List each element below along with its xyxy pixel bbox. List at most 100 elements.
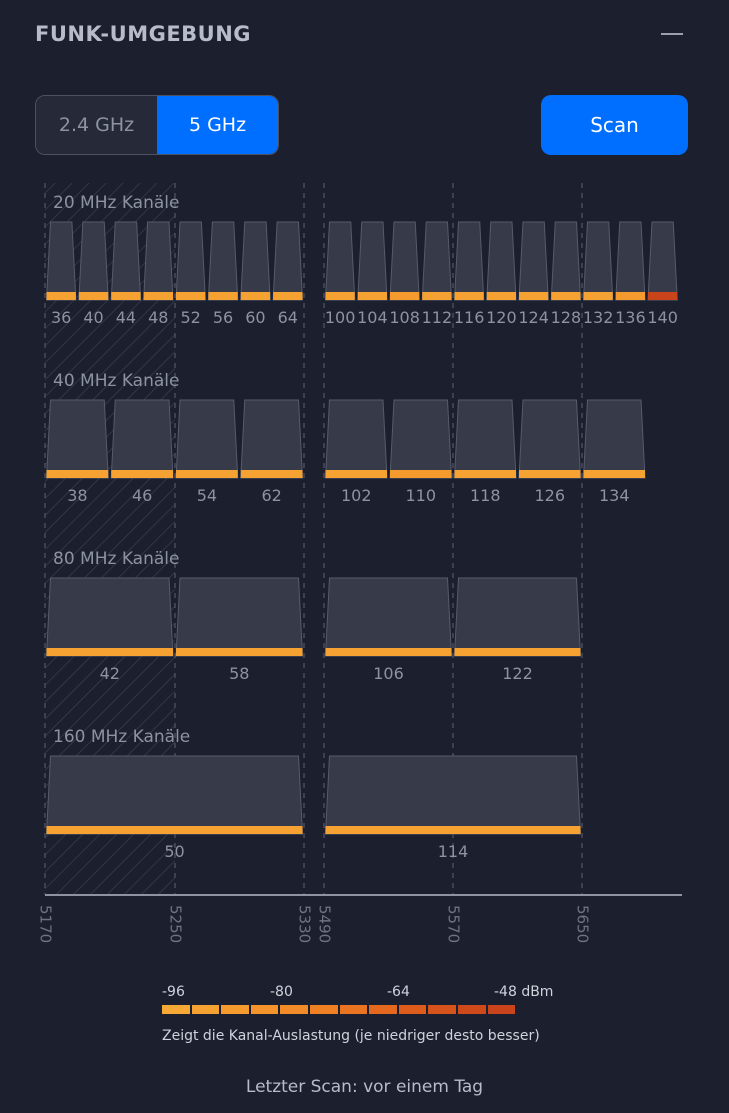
channel-bar — [78, 221, 109, 301]
channel-bar — [110, 221, 142, 301]
channel-bar — [421, 221, 453, 301]
channel-bar — [453, 399, 517, 479]
channel-utilization — [325, 292, 355, 300]
channel-utilization — [176, 470, 238, 478]
legend-label: -64 — [387, 984, 410, 1000]
channel-utilization — [273, 292, 303, 300]
freq-tick-label: 5490 — [316, 905, 334, 943]
band-5g-button[interactable]: 5 GHz — [157, 96, 278, 154]
channel-bar — [357, 221, 388, 301]
channel-number: 60 — [245, 308, 265, 327]
group-label: 40 MHz Kanäle — [53, 371, 179, 391]
channel-bar — [45, 221, 77, 301]
channel-number: 118 — [470, 486, 501, 505]
channel-number: 108 — [389, 308, 420, 327]
channel-bar — [453, 577, 582, 657]
legend-label: -80 — [270, 984, 293, 1000]
channel-utilization — [46, 470, 109, 478]
channel-utilization — [176, 292, 206, 300]
channel-number: 140 — [647, 308, 678, 327]
channel-number: 132 — [583, 308, 614, 327]
channel-utilization — [208, 292, 238, 300]
channel-number: 50 — [164, 842, 184, 861]
channel-number: 114 — [438, 842, 469, 861]
freq-tick-label: 5250 — [167, 905, 185, 943]
channel-utilization — [390, 292, 420, 300]
legend-swatch — [457, 1005, 486, 1014]
group-label: 160 MHz Kanäle — [53, 727, 190, 747]
band-2g-button[interactable]: 2.4 GHz — [36, 96, 157, 154]
channel-number: 102 — [341, 486, 372, 505]
channel-bar — [389, 399, 453, 479]
freq-tick-label: 5570 — [445, 905, 463, 943]
channel-utilization — [46, 648, 173, 656]
channel-number: 126 — [534, 486, 565, 505]
channel-number: 44 — [116, 308, 136, 327]
channel-utilization — [519, 470, 581, 478]
channel-bar — [143, 221, 174, 301]
channel-number: 42 — [100, 664, 120, 683]
channel-bar — [175, 399, 239, 479]
channel-number: 134 — [599, 486, 630, 505]
panel-title: FUNK-UMGEBUNG — [35, 22, 252, 46]
legend-labels: -96 -80 -64 -48 dBm — [0, 984, 729, 1004]
channel-bar — [324, 577, 453, 657]
channel-utilization — [454, 648, 581, 656]
channel-number: 104 — [357, 308, 388, 327]
legend-swatch — [280, 1005, 308, 1014]
channel-bar — [324, 221, 356, 301]
channel-utilization — [422, 292, 452, 300]
channel-bar — [518, 399, 582, 479]
group-label: 80 MHz Kanäle — [53, 549, 179, 569]
channel-bar — [175, 221, 206, 301]
channel-number: 100 — [325, 308, 356, 327]
channel-bar — [615, 221, 646, 301]
channel-number: 48 — [148, 308, 168, 327]
legend-swatch — [221, 1005, 249, 1014]
channel-number: 128 — [551, 308, 582, 327]
legend-note: Zeigt die Kanal-Auslastung (je niedriger… — [162, 1028, 540, 1044]
channel-utilization — [615, 292, 645, 300]
legend-swatch — [191, 1005, 220, 1014]
legend-swatch — [428, 1005, 456, 1014]
legend-label: -48 dBm — [494, 984, 554, 1000]
channel-utilization — [111, 470, 173, 478]
channel-utilization — [325, 826, 581, 834]
channel-bar — [45, 399, 109, 479]
channel-bar — [240, 399, 304, 479]
channel-number: 124 — [518, 308, 549, 327]
channel-bar — [240, 221, 271, 301]
freq-tick-label: 5330 — [296, 905, 314, 943]
channel-utilization — [176, 648, 303, 656]
channel-bar — [550, 221, 582, 301]
channel-utilization — [390, 470, 452, 478]
channel-bar — [647, 221, 678, 301]
legend-swatch — [162, 1005, 190, 1014]
channel-number: 122 — [502, 664, 533, 683]
channel-bar — [582, 399, 646, 479]
channel-utilization — [143, 292, 173, 300]
channel-utilization — [325, 470, 387, 478]
collapse-icon[interactable] — [661, 33, 683, 35]
channel-utilization — [240, 470, 303, 478]
legend-swatch — [487, 1005, 516, 1014]
channel-utilization — [46, 292, 76, 300]
channel-number: 64 — [278, 308, 298, 327]
channel-bar — [324, 755, 582, 835]
channel-number: 110 — [405, 486, 436, 505]
legend-swatch — [309, 1005, 338, 1014]
channel-utilization — [111, 292, 141, 300]
channel-bar — [389, 221, 420, 301]
legend-swatch — [369, 1005, 397, 1014]
scan-button[interactable]: Scan — [541, 95, 688, 155]
channel-bar — [207, 221, 239, 301]
channel-number: 120 — [486, 308, 517, 327]
channel-number: 106 — [373, 664, 404, 683]
channel-bar — [45, 755, 304, 835]
channel-utilization — [240, 292, 271, 300]
channel-utilization — [357, 292, 387, 300]
channel-utilization — [454, 292, 484, 300]
legend-swatch — [339, 1005, 368, 1014]
channel-number: 46 — [132, 486, 152, 505]
